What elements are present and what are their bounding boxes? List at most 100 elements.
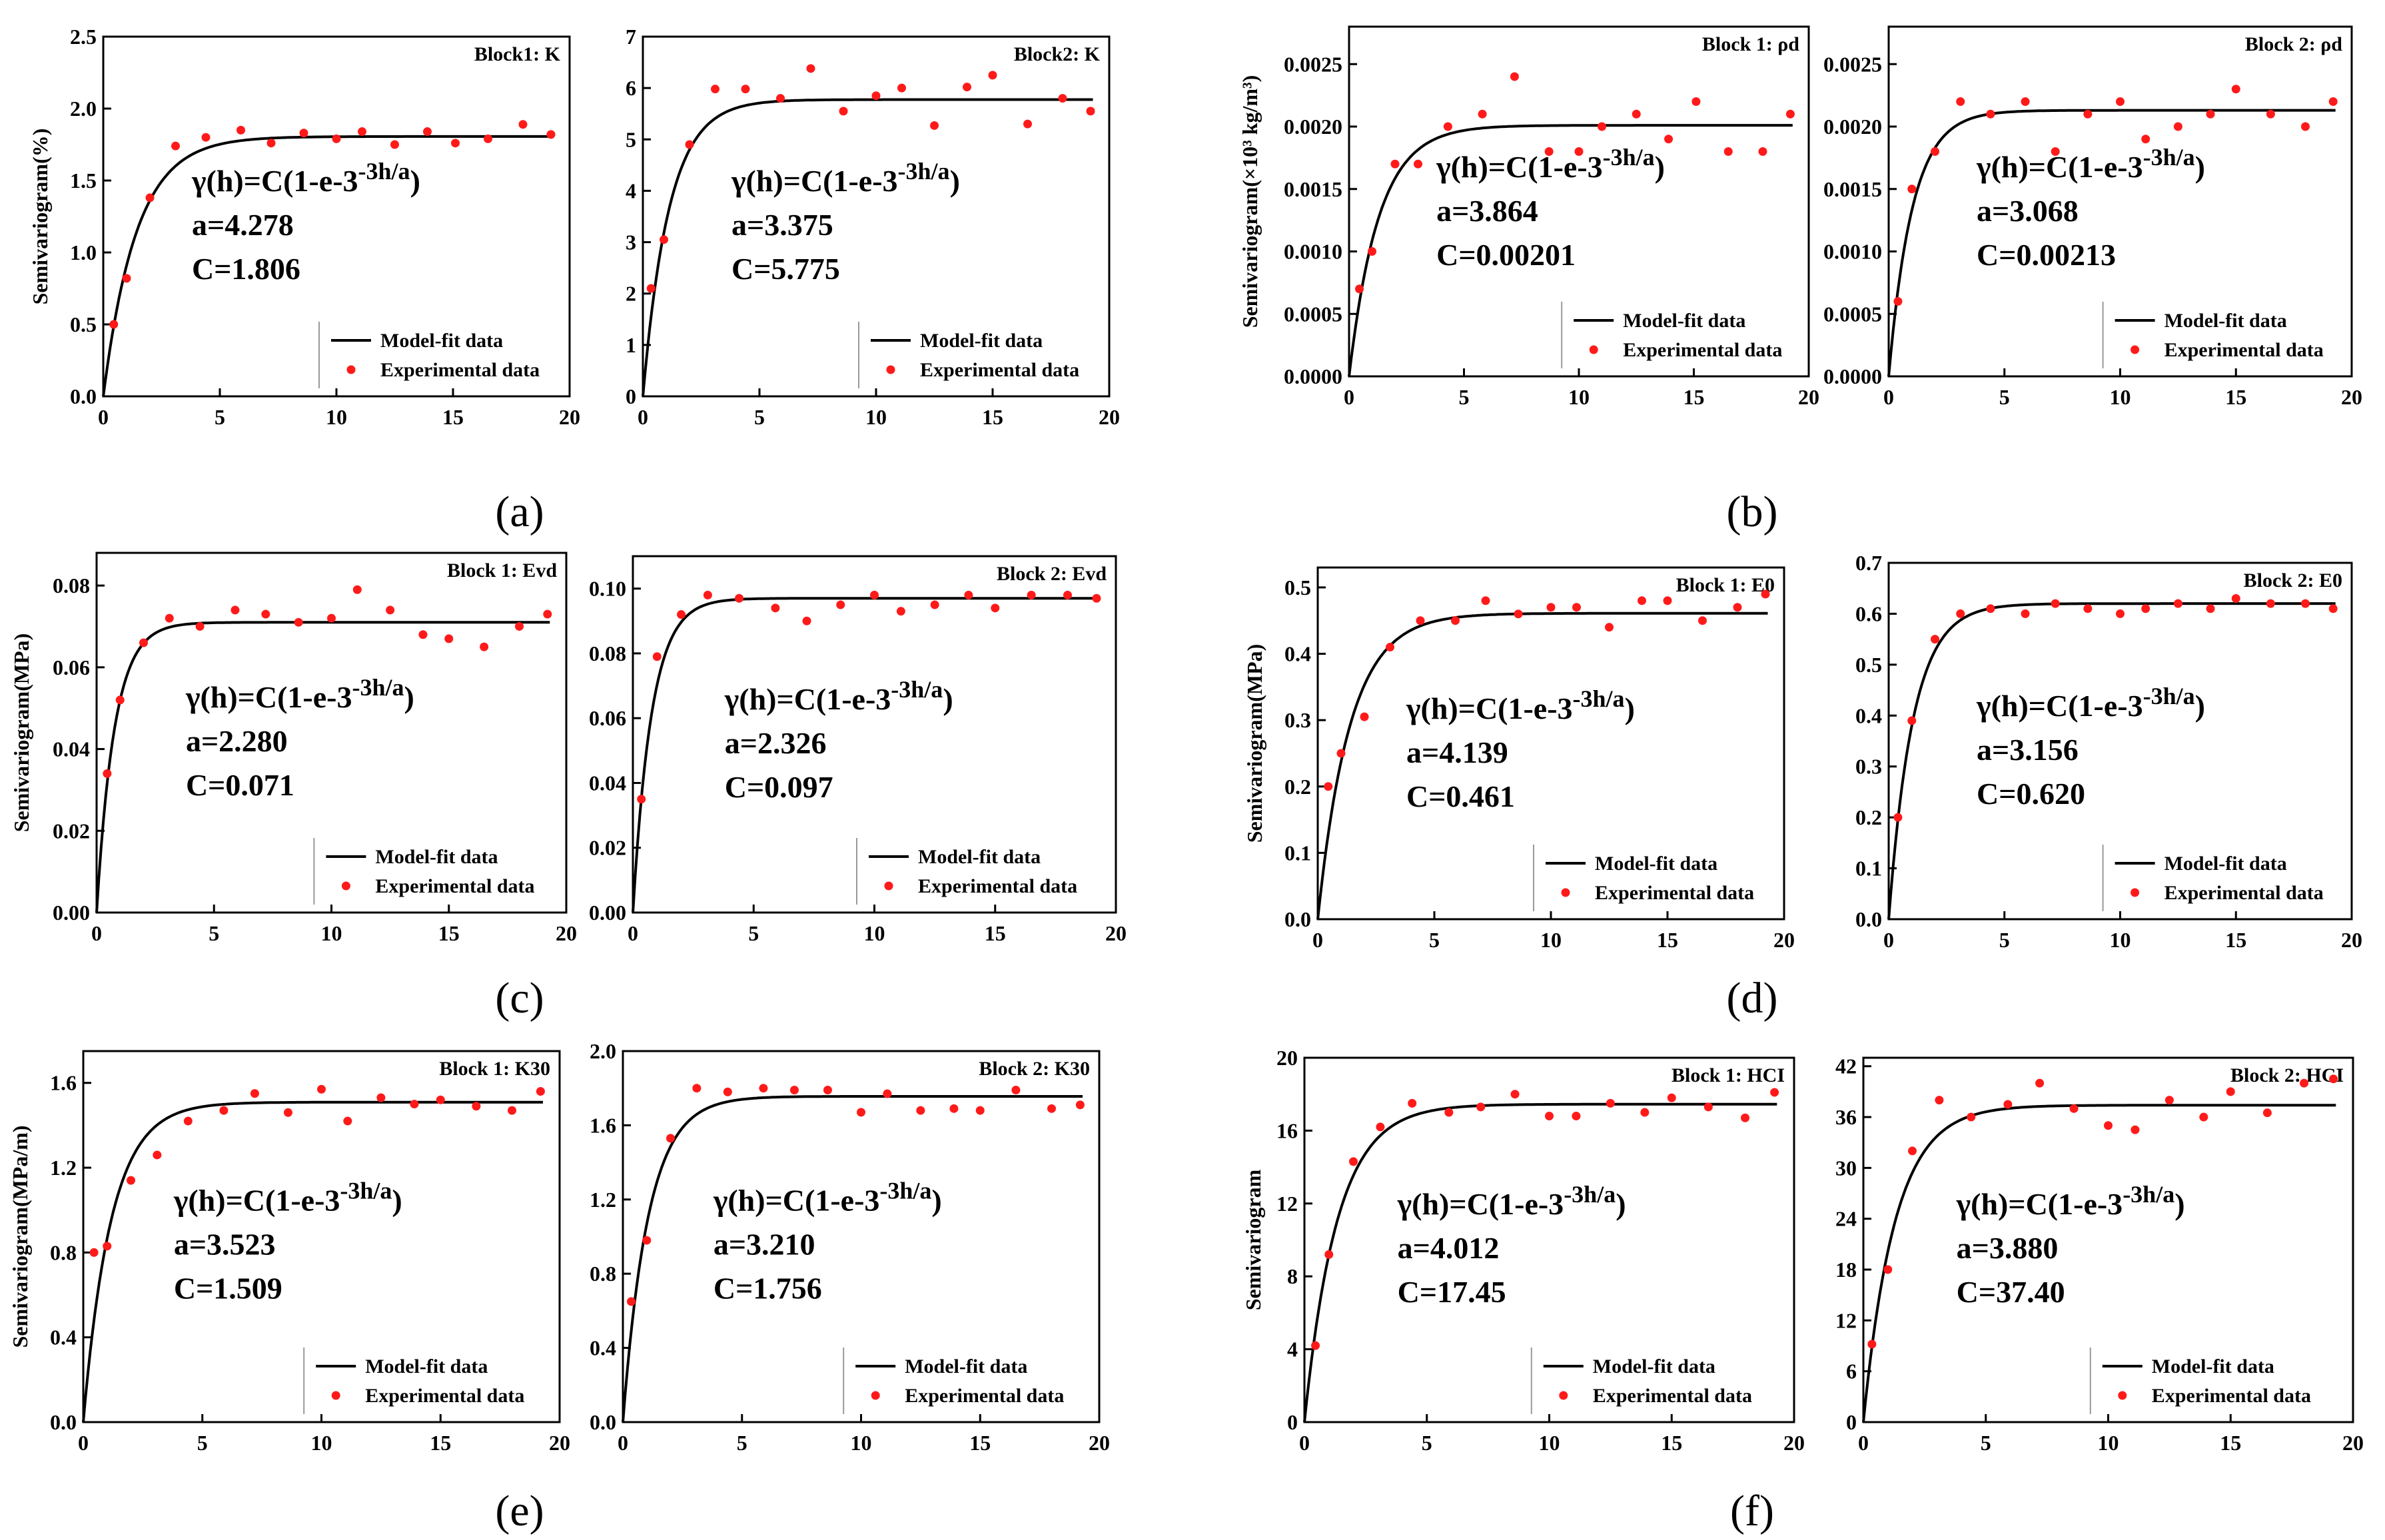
legend-experimental-marker [1559,1391,1568,1400]
y-tick-label: 3 [626,230,636,254]
experimental-point [1574,147,1584,156]
experimental-point [165,613,174,623]
y-tick-label: 0.0 [1855,907,1882,931]
experimental-point [2328,604,2338,613]
experimental-point [1931,147,1939,156]
panel-caption-c: (c) [495,974,544,1022]
experimental-point [963,83,971,92]
legend-experimental-marker [886,365,895,374]
legend-model-label: Model-fit data [375,846,498,868]
experimental-point [2003,1100,2013,1109]
y-tick-label: 0.1 [1855,857,1882,881]
chart-title: Block 2: K30 [979,1058,1090,1080]
experimental-point [2131,1125,2140,1134]
y-tick-label: 0 [1846,1410,1857,1434]
chart-f-block1: 0 5 10 15 20 0 4 8 12 16 20 Semivariogram Block 1: H… [1241,1046,1805,1455]
x-tick-label: 10 [851,1431,872,1455]
experimental-point [1785,109,1795,119]
experimental-point [723,1087,732,1096]
experimental-point [2206,109,2215,119]
y-tick-label: 12 [1835,1308,1857,1332]
experimental-point [2173,599,2182,608]
legend-experimental-label: Experimental data [918,875,1077,897]
experimental-point [759,1084,768,1093]
experimental-point [1390,159,1400,169]
legend-experimental-marker [871,1391,880,1400]
model-equation: γ(h)=C(1-e-3-3h/a) [1397,1181,1626,1221]
experimental-point [436,1095,445,1104]
x-tick-label: 15 [2225,385,2246,409]
legend-model-label: Model-fit data [905,1355,1027,1377]
y-tick-label: 6 [626,76,636,100]
experimental-point [418,630,428,639]
chart-title: Block 1: ρd [1702,33,1799,55]
experimental-point [1368,247,1376,256]
experimental-point [637,795,646,804]
experimental-point [376,1093,386,1102]
experimental-point [789,1085,799,1094]
experimental-point [2199,1112,2208,1122]
x-tick-label: 15 [969,1431,991,1455]
experimental-point [183,1116,193,1126]
experimental-point [771,603,780,613]
y-axis-label: Semivariogram(×10³ kg/m³) [1238,75,1262,328]
legend-experimental-label: Experimental data [1595,882,1754,904]
experimental-point [109,320,119,329]
experimental-point [1606,1098,1615,1108]
experimental-point [642,1236,652,1245]
x-tick-label: 20 [1798,385,1819,409]
chart-a-block1: 0 5 10 15 20 0.0 0.5 1.0 1.5 2.0 2.5 Semivariogram(… [28,25,580,429]
x-tick-label: 15 [1661,1431,1682,1455]
experimental-point [1761,589,1770,599]
experimental-point [423,127,432,137]
experimental-point [1444,1108,1454,1117]
experimental-point [1956,97,1965,106]
experimental-point [103,1242,112,1251]
model-fit-curve [1887,109,2336,377]
experimental-point [871,91,881,101]
experimental-point [2141,135,2150,144]
experimental-point [1360,712,1369,721]
experimental-point [266,139,276,148]
x-tick-label: 0 [618,1431,628,1455]
experimental-point [1355,284,1364,294]
experimental-point [2266,599,2275,608]
y-tick-label: 0.02 [53,819,90,843]
model-parameter-C: C=37.40 [1957,1275,2065,1309]
chart-b-block1: 0 5 10 15 20 0.0000 0.0005 0.0010 0.0015 0.0020 0.… [1238,25,1819,409]
x-tick-label: 5 [197,1431,208,1455]
experimental-point [711,85,719,94]
experimental-point [660,235,668,244]
x-tick-label: 0 [1312,928,1323,952]
experimental-point [2231,594,2240,603]
experimental-point [2141,604,2150,613]
model-parameter-a: a=3.880 [1957,1231,2059,1265]
experimental-point [237,125,245,135]
experimental-point [327,613,336,623]
y-axis-label: Semivariogram [1241,1169,1265,1310]
experimental-point [1478,109,1487,119]
experimental-point [1481,596,1490,605]
model-parameter-a: a=3.068 [1977,194,2079,228]
experimental-point [115,695,125,705]
experimental-point [1311,1341,1320,1350]
model-fit-curve [1348,124,1793,377]
y-tick-label: 5 [626,127,636,151]
experimental-point [1698,616,1707,625]
y-tick-label: 0.0015 [1284,177,1342,201]
experimental-point [2021,609,2030,618]
chart-d-block2: 0 5 10 15 20 0.0 0.1 0.2 0.3 0.4 0.5 0.6 0.7 Block 2:… [1855,551,2362,952]
y-tick-label: 0 [1287,1410,1298,1434]
legend-model-label: Model-fit data [918,846,1041,868]
experimental-point [2231,85,2240,94]
experimental-point [2300,1078,2308,1088]
x-tick-label: 10 [326,405,347,429]
model-equation: γ(h)=C(1-e-3-3h/a) [1976,144,2205,184]
x-tick-label: 15 [985,921,1006,945]
experimental-point [1510,1090,1520,1099]
experimental-point [1386,643,1394,652]
legend-experimental-marker [884,881,893,891]
y-tick-label: 20 [1276,1046,1298,1070]
experimental-point [1893,297,1903,306]
panel-caption-d: (d) [1727,974,1778,1022]
